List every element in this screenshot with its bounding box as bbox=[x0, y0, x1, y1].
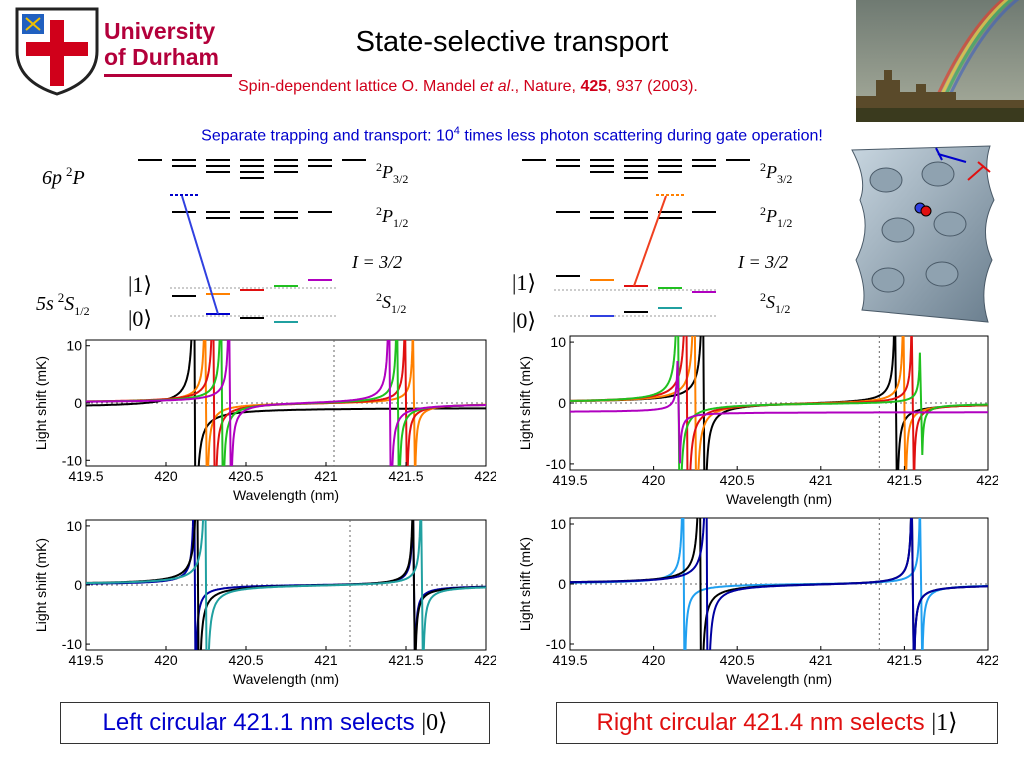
x-tick-label: 421 bbox=[809, 652, 833, 668]
university-name: University of Durham bbox=[104, 18, 219, 70]
lattice-potential-surface bbox=[851, 145, 995, 323]
x-tick-label: 419.5 bbox=[552, 652, 587, 668]
level-p12-label-right: 2P1/2 bbox=[760, 204, 792, 230]
energy-level-diagram-left: 6p 2P 2P3/2 2P1/2 I = 3/2 2S1/2 5s 2S1/2 |… bbox=[36, 159, 408, 331]
upper-config-label-left: 6p 2P bbox=[42, 164, 85, 189]
series-line-magenta bbox=[86, 340, 486, 466]
y-tick-label: -10 bbox=[62, 452, 82, 468]
x-tick-label: 422 bbox=[976, 472, 998, 488]
x-axis-label: Wavelength (nm) bbox=[233, 671, 339, 687]
y-tick-label: 10 bbox=[550, 334, 566, 350]
level-p32-label-left: 2P3/2 bbox=[376, 160, 408, 186]
nuclear-spin-right: I = 3/2 bbox=[737, 252, 788, 272]
ket-zero-left: |0⟩ bbox=[128, 306, 152, 331]
x-axis-label: Wavelength (nm) bbox=[726, 671, 832, 687]
y-tick-label: 0 bbox=[558, 395, 566, 411]
x-tick-label: 420 bbox=[642, 472, 666, 488]
y-tick-label: -10 bbox=[546, 636, 566, 652]
citation: Spin-dependent lattice O. Mandel et al.,… bbox=[238, 78, 698, 95]
lower-config-label-left: 5s 2S1/2 bbox=[36, 290, 90, 318]
x-tick-label: 420.5 bbox=[228, 652, 263, 668]
y-axis-label: Light shift (mK) bbox=[33, 356, 49, 450]
x-tick-label: 419.5 bbox=[552, 472, 587, 488]
series-line-magenta bbox=[570, 360, 988, 464]
x-axis-label: Wavelength (nm) bbox=[233, 487, 339, 503]
x-tick-label: 422 bbox=[474, 468, 496, 484]
energy-level-diagram-right: 2P3/2 2P1/2 I = 3/2 2S1/2 |1⟩ |0⟩ bbox=[512, 159, 792, 333]
x-tick-label: 420 bbox=[154, 652, 178, 668]
y-tick-label: -10 bbox=[62, 636, 82, 652]
series-line-teal bbox=[86, 520, 486, 650]
university-crest-icon bbox=[15, 7, 99, 96]
y-tick-label: -10 bbox=[546, 456, 566, 472]
x-tick-label: 419.5 bbox=[68, 652, 103, 668]
slide-title: State-selective transport bbox=[355, 26, 669, 58]
ket-one-right: |1⟩ bbox=[512, 270, 536, 295]
x-tick-label: 421.5 bbox=[388, 468, 423, 484]
level-s12-label-right: 2S1/2 bbox=[760, 290, 790, 316]
chart-bottom-left: 419.5 420 420.5 421 421.5 422 10 0 -10 Wavelength… bbox=[33, 518, 496, 687]
series-line-navy bbox=[570, 518, 988, 650]
y-axis-label: Light shift (mK) bbox=[33, 538, 49, 632]
x-tick-label: 420.5 bbox=[720, 472, 755, 488]
x-tick-label: 422 bbox=[474, 652, 496, 668]
chart-bottom-right: 419.5 420 420.5 421 421.5 422 10 0 -10 Wavelength… bbox=[517, 516, 998, 687]
y-tick-label: 10 bbox=[550, 516, 566, 532]
x-tick-label: 422 bbox=[976, 652, 998, 668]
x-tick-label: 421.5 bbox=[887, 472, 922, 488]
y-tick-label: 10 bbox=[66, 338, 82, 354]
x-tick-label: 420 bbox=[154, 468, 178, 484]
y-tick-label: 0 bbox=[74, 577, 82, 593]
y-tick-label: 0 bbox=[558, 576, 566, 592]
ket-zero-right: |0⟩ bbox=[512, 308, 536, 333]
level-p32-label-right: 2P3/2 bbox=[760, 160, 792, 186]
subtitle: Separate trapping and transport: 104 tim… bbox=[201, 125, 823, 145]
x-tick-label: 420.5 bbox=[228, 468, 263, 484]
left-caption: Left circular 421.1 nm selects |0⟩ bbox=[60, 702, 490, 744]
plot-area bbox=[569, 335, 989, 471]
x-tick-label: 419.5 bbox=[68, 468, 103, 484]
x-tick-label: 421 bbox=[809, 472, 833, 488]
x-tick-label: 421 bbox=[314, 652, 338, 668]
chart-top-left: 419.5 420 420.5 421 421.5 422 10 0 -10 Wavelength… bbox=[33, 338, 496, 503]
cathedral-rainbow-photo bbox=[856, 0, 1024, 122]
level-s12-label-left: 2S1/2 bbox=[376, 290, 406, 316]
y-tick-label: 0 bbox=[74, 395, 82, 411]
x-tick-label: 421.5 bbox=[388, 652, 423, 668]
y-axis-label: Light shift (mK) bbox=[517, 356, 533, 450]
x-axis-label: Wavelength (nm) bbox=[726, 491, 832, 507]
level-p12-label-left: 2P1/2 bbox=[376, 204, 408, 230]
chart-top-right: 419.5 420 420.5 421 421.5 422 10 0 -10 Wavelength… bbox=[517, 334, 998, 507]
x-tick-label: 421.5 bbox=[887, 652, 922, 668]
ket-one-left: |1⟩ bbox=[128, 272, 152, 297]
y-axis-label: Light shift (mK) bbox=[517, 537, 533, 631]
x-tick-label: 420.5 bbox=[720, 652, 755, 668]
y-tick-label: 10 bbox=[66, 518, 82, 534]
right-caption: Right circular 421.4 nm selects |1⟩ bbox=[556, 702, 998, 744]
x-tick-label: 421 bbox=[314, 468, 338, 484]
nuclear-spin-left: I = 3/2 bbox=[351, 252, 402, 272]
series-line-green bbox=[570, 336, 988, 470]
x-tick-label: 420 bbox=[642, 652, 666, 668]
logo-underline bbox=[104, 74, 232, 77]
